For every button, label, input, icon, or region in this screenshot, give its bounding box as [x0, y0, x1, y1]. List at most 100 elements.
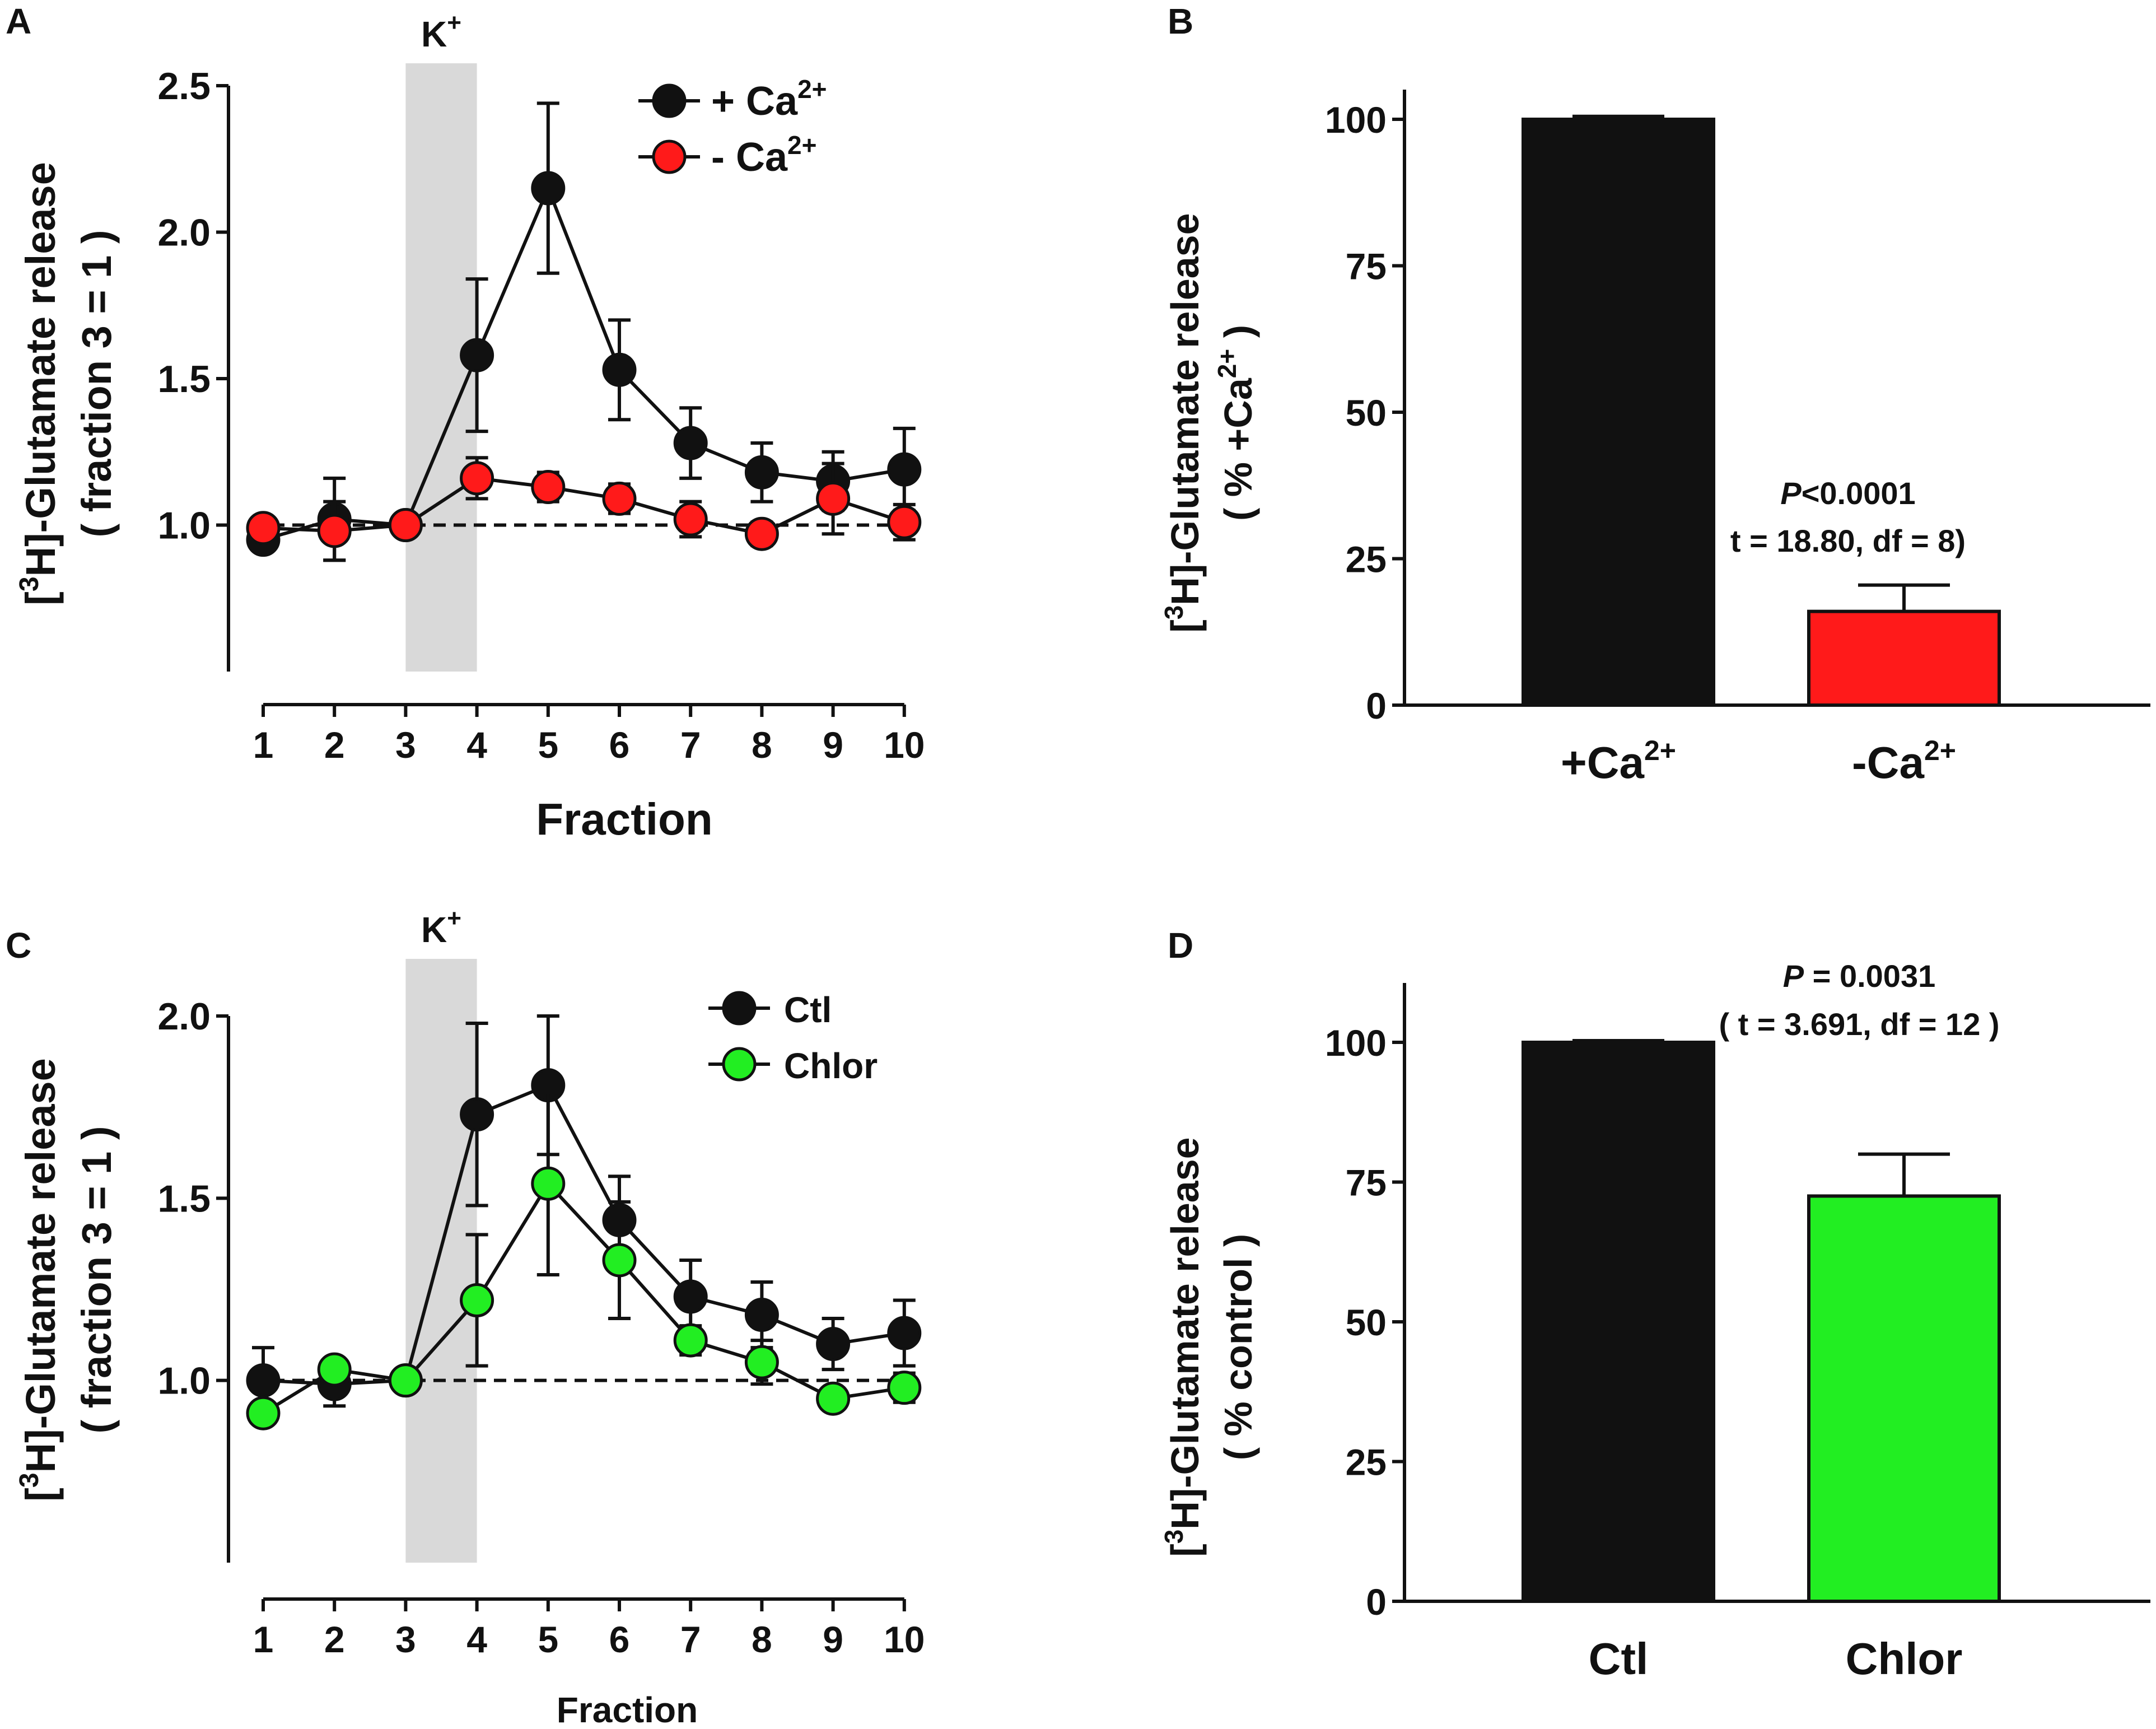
panel-b-y-axis: 0 25 50 75 100 — [1325, 90, 1406, 726]
c-series-ctl-0-point — [246, 1363, 281, 1398]
panel-c-k-shade — [405, 959, 477, 1563]
c-series-ctl-0-point — [744, 1298, 779, 1332]
c-series-chlor-1-point — [602, 1243, 637, 1278]
c-y-tick-label: 1.0 — [157, 1360, 211, 1402]
panel-c-legend: Ctl Chlor — [708, 990, 878, 1086]
legend-label-ca-plus: + Ca2+ — [711, 74, 827, 124]
a-x-tick-label: 3 — [395, 724, 416, 766]
panel-c-x-label: Fraction — [557, 1690, 698, 1729]
a-series-ca-0-point — [744, 455, 779, 490]
panel-b-stat-t: t = 18.80, df = 8) — [1730, 523, 1966, 558]
panel-d-letter: D — [1168, 925, 1193, 966]
a-series-ca-0-line — [263, 184, 905, 542]
panel-b-category-ca-minus: -Ca2+ — [1852, 735, 1956, 787]
panel-b-letter: B — [1168, 1, 1193, 41]
legend-marker-ca-plus — [652, 83, 687, 118]
c-series-chlor-1-line — [262, 1181, 905, 1415]
a-series-ca-0-point — [460, 338, 494, 372]
c-series-chlor-1 — [246, 1090, 922, 1430]
panel-d-category-ctl: Ctl — [1589, 1634, 1649, 1684]
panel-a-y-label: [3H]-Glutamate release ( fraction 3 = 1 … — [15, 162, 120, 605]
panel-d-stat-p: P = 0.0031 — [1783, 958, 1935, 994]
a-x-tick-label: 9 — [823, 724, 843, 766]
legend-label-ca-minus: - Ca2+ — [711, 131, 816, 180]
d-y-tick-label: 75 — [1346, 1162, 1387, 1204]
c-y-tick-label: 1.5 — [157, 1177, 211, 1220]
a-series-ca-1-point — [602, 481, 637, 516]
a-x-tick-label: 4 — [466, 724, 487, 766]
panel-c: C K+ 1.0 1.5 2.0 1 2 3 4 5 6 7 8 9 10 Fraction [3H]… — [6, 905, 925, 1729]
panel-d-category-chlor: Chlor — [1846, 1634, 1963, 1684]
legend-marker-chlor — [722, 1047, 757, 1082]
c-series-chlor-1-point — [460, 1283, 494, 1318]
legend-marker-ca-minus — [652, 139, 687, 174]
d-y-tick-label: 100 — [1325, 1022, 1387, 1064]
b-bar-1 — [1807, 609, 2001, 707]
d-y-tick-label: 25 — [1346, 1442, 1387, 1483]
c-series-ctl-0-point — [460, 1097, 494, 1132]
a-y-tick-label: 2.5 — [157, 65, 211, 108]
a-x-tick-label: 7 — [680, 724, 701, 766]
c-x-tick-label: 2 — [324, 1619, 345, 1660]
panel-c-y-axis: 1.0 1.5 2.0 — [157, 995, 230, 1563]
panel-a-x-axis: 1 2 3 4 5 6 7 8 9 10 — [253, 703, 925, 766]
a-series-ca-1-point — [673, 502, 708, 537]
c-y-tick-label: 2.0 — [157, 995, 211, 1038]
panel-b-y-label: [3H]-Glutamate release ( % +Ca2+ ) — [1159, 213, 1260, 632]
a-x-tick-label: 6 — [609, 724, 630, 766]
panel-d-y-label-line1: [3H]-Glutamate release — [1159, 1137, 1207, 1556]
panel-c-k-label: K+ — [421, 905, 461, 950]
a-series-ca-1-point — [887, 505, 922, 539]
b-bar-0 — [1522, 118, 1715, 707]
c-series-ctl-0-point — [816, 1327, 851, 1362]
panel-b: B 0 25 50 75 100 +Ca2+ -Ca2+ P<0.0001 t = 18… — [1159, 1, 2150, 787]
c-series-chlor-1-point — [673, 1323, 708, 1358]
b-y-tick-label: 75 — [1346, 246, 1387, 287]
c-series-chlor-1-point — [531, 1166, 566, 1201]
c-x-tick-label: 9 — [823, 1619, 843, 1660]
panel-b-y-label-line1: [3H]-Glutamate release — [1159, 213, 1207, 632]
c-series-ctl-0-line — [263, 1083, 905, 1386]
panel-c-x-axis: 1 2 3 4 5 6 7 8 9 10 — [253, 1597, 925, 1660]
a-series-ca-1-point — [531, 470, 566, 505]
d-y-tick-label: 50 — [1346, 1302, 1387, 1343]
legend-marker-ctl — [722, 991, 757, 1026]
panel-d-bars — [1522, 1039, 2001, 1603]
panel-a-letter: A — [6, 1, 31, 41]
a-series-ca-1-line — [263, 476, 905, 536]
b-y-tick-label: 100 — [1325, 99, 1387, 141]
panel-b-bars — [1522, 114, 2001, 707]
a-x-tick-label: 10 — [884, 724, 925, 766]
a-y-tick-label: 2.0 — [157, 212, 211, 254]
b-y-tick-label: 50 — [1346, 392, 1387, 434]
panel-b-y-label-line2: ( % +Ca2+ ) — [1212, 325, 1260, 521]
a-series-ca-0-point — [673, 426, 708, 460]
c-series-chlor-1-point — [744, 1345, 779, 1380]
legend-label-ctl: Ctl — [784, 990, 832, 1030]
d-bar-1 — [1807, 1194, 2001, 1603]
c-series-chlor-1-point — [317, 1352, 352, 1387]
c-series-chlor-1-point — [246, 1396, 281, 1430]
panel-d: D 0 25 50 75 100 Ctl Chlor P = 0.0031 ( t = … — [1159, 925, 2150, 1684]
a-series-ca-0-point — [531, 171, 566, 206]
c-series-chlor-1-point — [816, 1381, 851, 1416]
panel-a-y-axis: 1.0 1.5 2.0 2.5 — [157, 65, 230, 672]
a-x-tick-label: 1 — [253, 724, 274, 766]
a-series-ca-1-point — [388, 508, 423, 542]
c-x-tick-label: 6 — [609, 1619, 630, 1660]
panel-a-series — [246, 101, 922, 562]
panel-a: A K+ 1.0 1.5 2.0 2.5 1 2 3 4 5 6 7 8 9 10 Fraction [… — [6, 1, 925, 844]
c-x-tick-label: 4 — [466, 1619, 487, 1660]
panel-a-x-label: Fraction — [536, 794, 713, 844]
c-series-chlor-1-point — [887, 1371, 922, 1405]
panel-b-stat-p: P<0.0001 — [1780, 476, 1915, 511]
panel-a-legend: + Ca2+ - Ca2+ — [638, 74, 827, 180]
b-y-tick-label: 25 — [1346, 539, 1387, 580]
a-y-tick-label: 1.0 — [157, 505, 211, 547]
a-series-ca-1-point — [246, 511, 281, 546]
panel-d-y-axis: 0 25 50 75 100 — [1325, 983, 1406, 1623]
panel-c-y-label: [3H]-Glutamate release ( fraction 3 = 1 … — [15, 1058, 120, 1502]
c-series-ctl-0-point — [673, 1279, 708, 1314]
